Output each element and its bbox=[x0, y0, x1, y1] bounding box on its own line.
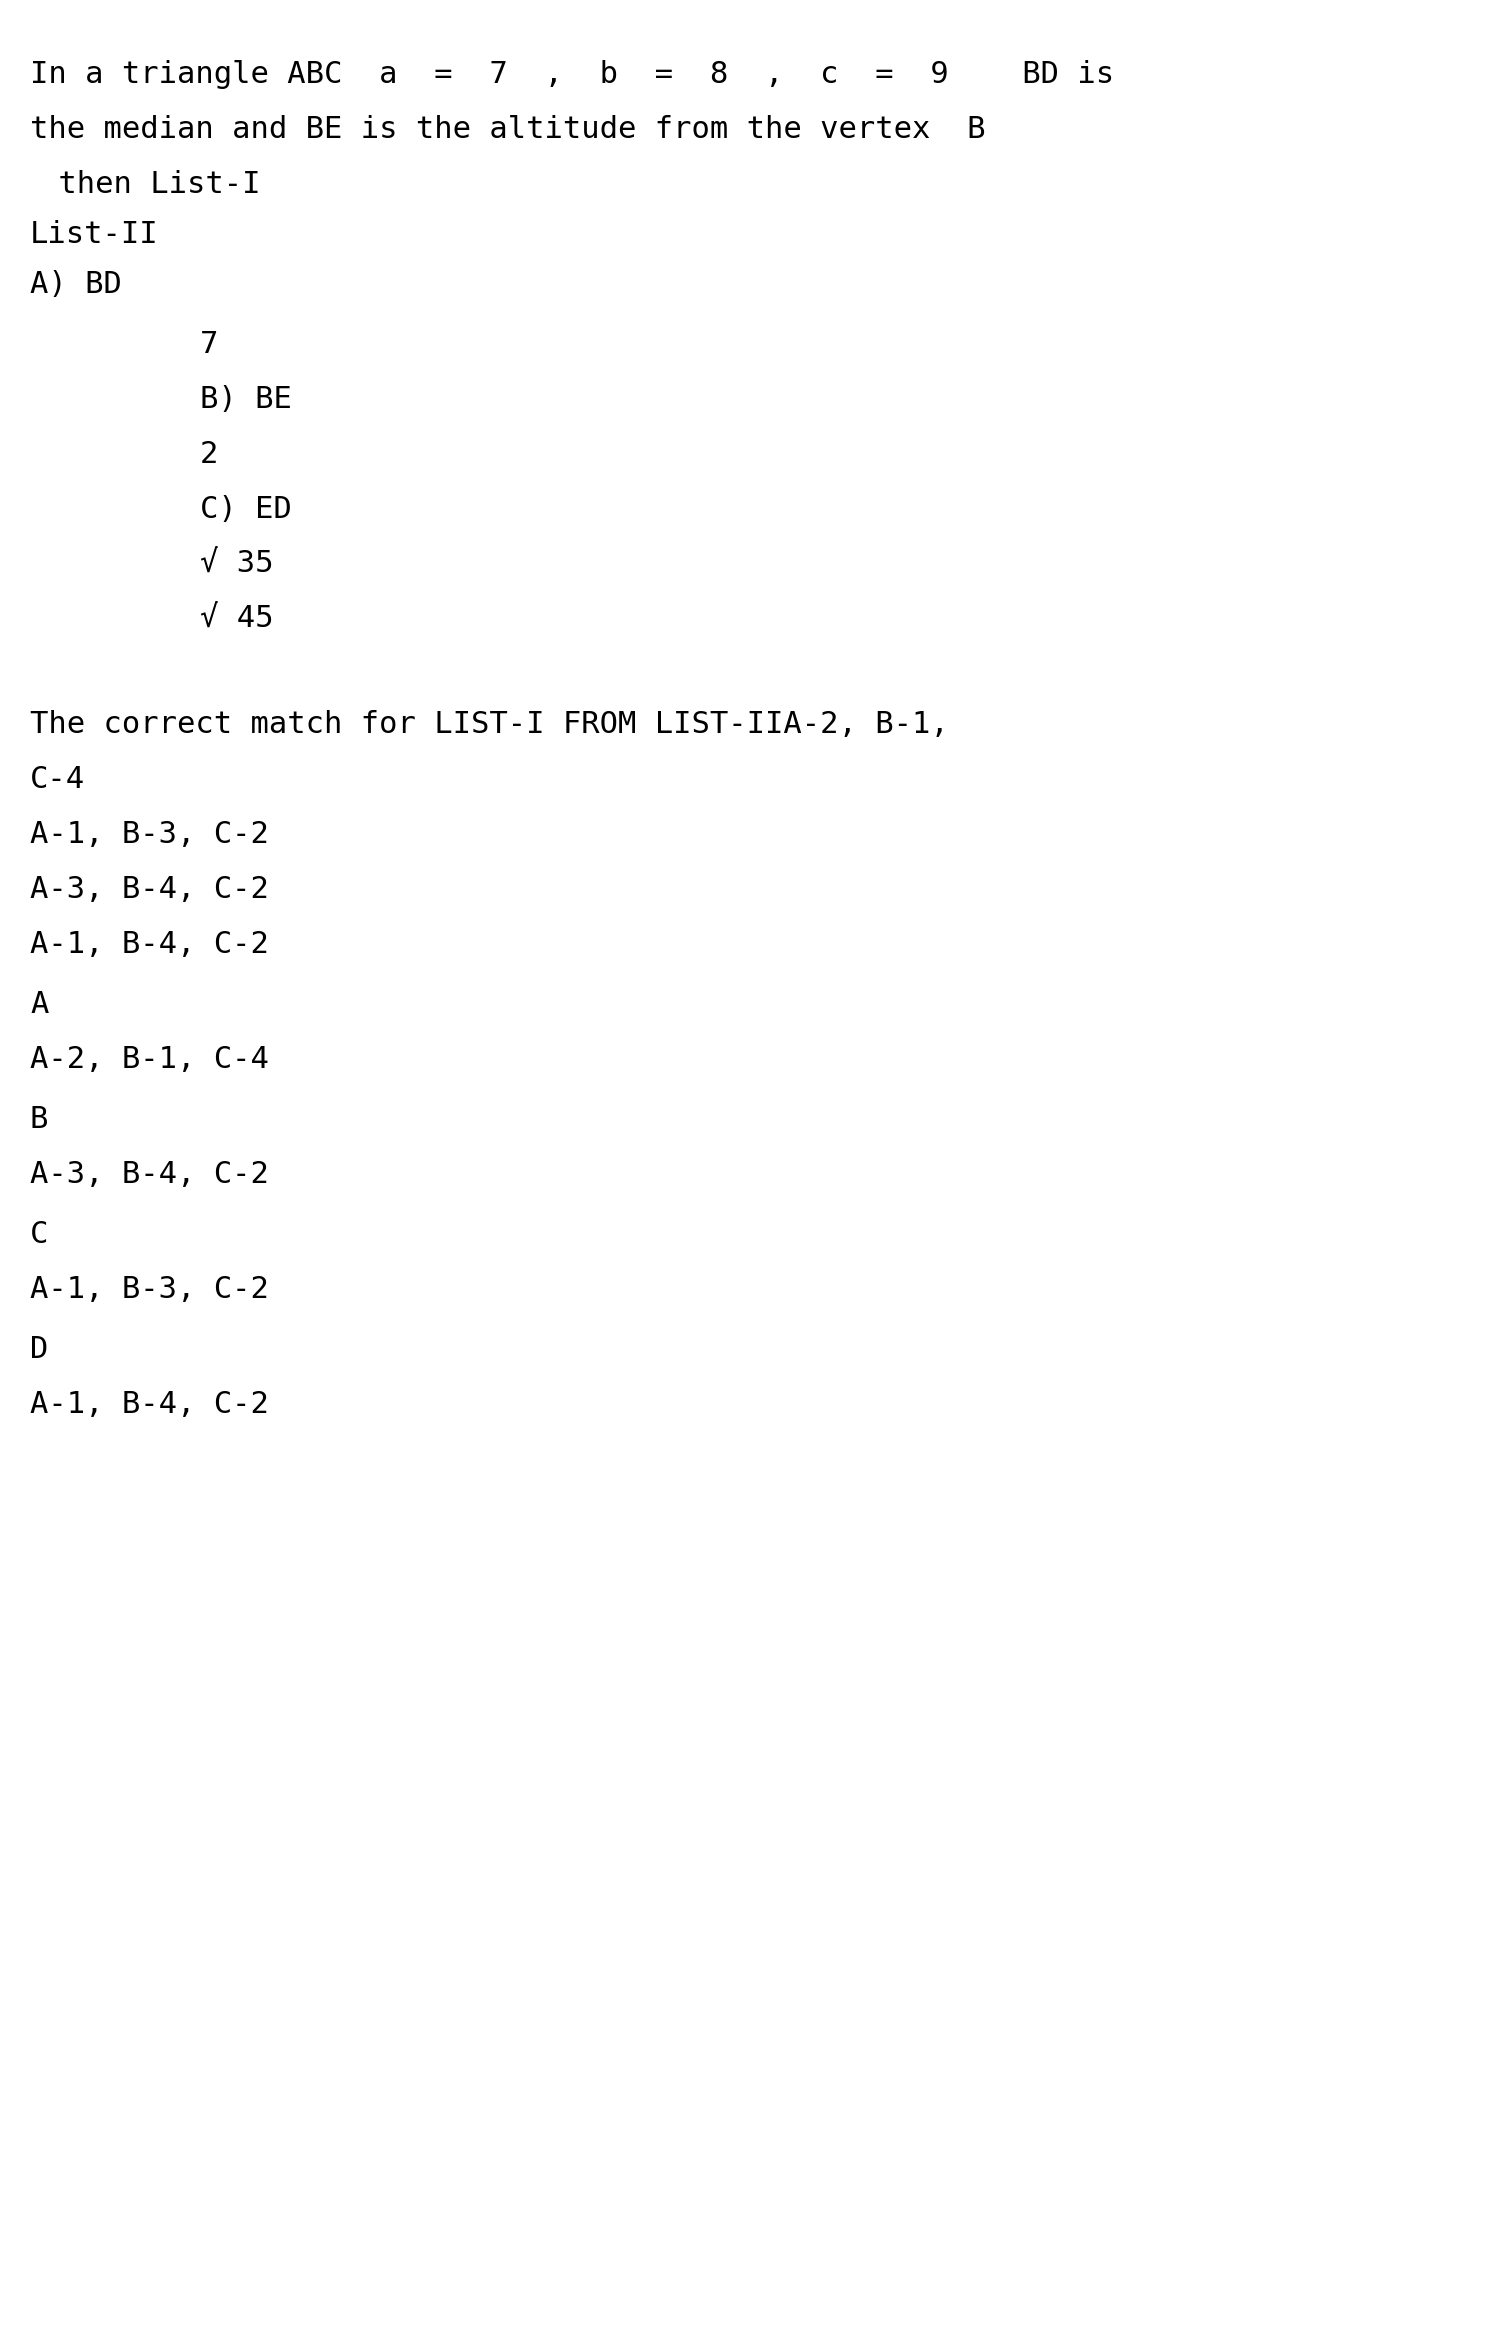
Text: C: C bbox=[30, 1220, 48, 1250]
Text: 7: 7 bbox=[200, 331, 219, 359]
Text: A-3, B-4, C-2: A-3, B-4, C-2 bbox=[30, 1159, 268, 1190]
Text: C) ED: C) ED bbox=[200, 496, 292, 524]
Text: The correct match for LIST-I FROM LIST-IIA-2, B-1,: The correct match for LIST-I FROM LIST-I… bbox=[30, 710, 948, 738]
Text: √ 45: √ 45 bbox=[200, 605, 273, 633]
Text: B: B bbox=[30, 1106, 48, 1134]
Text: 2: 2 bbox=[200, 440, 219, 468]
Text: A-2, B-1, C-4: A-2, B-1, C-4 bbox=[30, 1045, 268, 1073]
Text: A: A bbox=[30, 989, 48, 1020]
Text: A-3, B-4, C-2: A-3, B-4, C-2 bbox=[30, 875, 268, 903]
Text: A-1, B-3, C-2: A-1, B-3, C-2 bbox=[30, 1276, 268, 1304]
Text: B) BE: B) BE bbox=[200, 384, 292, 414]
Text: C-4: C-4 bbox=[30, 766, 86, 794]
Text: In a triangle ABC  a  =  7  ,  b  =  8  ,  c  =  9    BD is: In a triangle ABC a = 7 , b = 8 , c = 9 … bbox=[30, 61, 1114, 88]
Text: List-II: List-II bbox=[30, 221, 159, 249]
Text: the median and BE is the altitude from the vertex  B: the median and BE is the altitude from t… bbox=[30, 114, 986, 144]
Text: A) BD: A) BD bbox=[30, 270, 122, 298]
Text: A-1, B-4, C-2: A-1, B-4, C-2 bbox=[30, 929, 268, 959]
Text: A-1, B-4, C-2: A-1, B-4, C-2 bbox=[30, 1390, 268, 1420]
Text: A-1, B-3, C-2: A-1, B-3, C-2 bbox=[30, 819, 268, 850]
Text: then List-I: then List-I bbox=[40, 170, 261, 198]
Text: √ 35: √ 35 bbox=[200, 549, 273, 580]
Text: D: D bbox=[30, 1334, 48, 1364]
